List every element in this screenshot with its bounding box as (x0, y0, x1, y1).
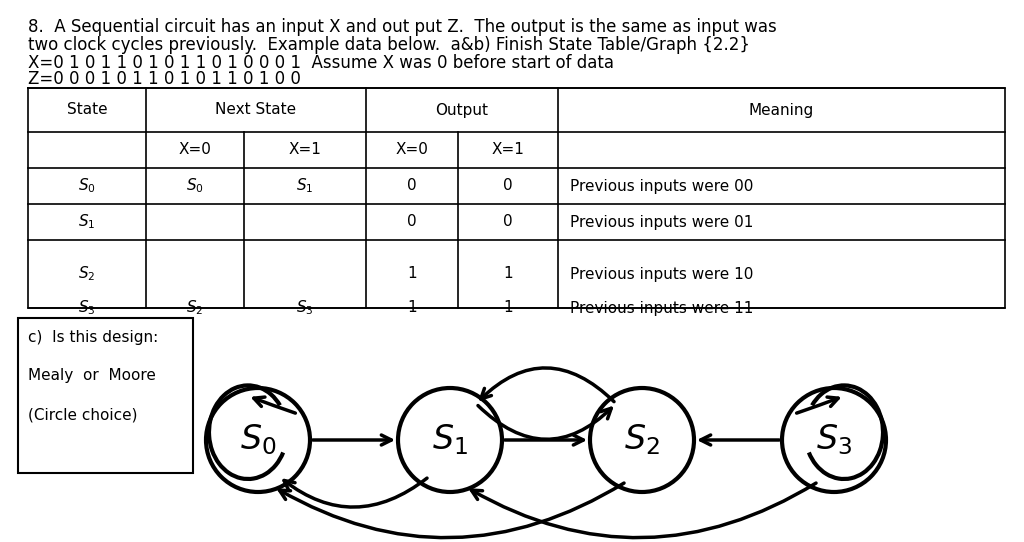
Text: $S_1$: $S_1$ (296, 177, 313, 195)
Text: X=0: X=0 (178, 143, 211, 158)
Text: 0: 0 (408, 215, 417, 229)
Text: $S_1$: $S_1$ (432, 423, 468, 457)
Text: (Circle choice): (Circle choice) (28, 408, 137, 423)
Text: $S_3$: $S_3$ (816, 423, 852, 457)
Text: Previous inputs were 11: Previous inputs were 11 (570, 300, 754, 315)
Text: 1: 1 (408, 300, 417, 315)
Text: X=1: X=1 (289, 143, 322, 158)
Text: $S_1$: $S_1$ (78, 212, 95, 231)
Text: Output: Output (435, 102, 488, 118)
Text: $S_3$: $S_3$ (296, 299, 313, 318)
Text: Next State: Next State (215, 102, 297, 118)
Text: 1: 1 (503, 267, 513, 281)
Text: Z=0 0 0 1 0 1 1 0 1 0 1 1 0 1 0 0: Z=0 0 0 1 0 1 1 0 1 0 1 1 0 1 0 0 (28, 70, 301, 88)
Text: X=0 1 0 1 1 0 1 0 1 1 0 1 0 0 0 1  Assume X was 0 before start of data: X=0 1 0 1 1 0 1 0 1 1 0 1 0 0 0 1 Assume… (28, 54, 614, 72)
Text: State: State (67, 102, 108, 118)
Text: $S_2$: $S_2$ (78, 264, 95, 283)
Text: 0: 0 (503, 178, 513, 193)
Text: $S_2$: $S_2$ (624, 423, 659, 457)
Text: X=1: X=1 (492, 143, 524, 158)
Text: Meaning: Meaning (749, 102, 814, 118)
Text: 0: 0 (408, 178, 417, 193)
Text: $S_0$: $S_0$ (240, 423, 276, 457)
Text: $S_2$: $S_2$ (186, 299, 204, 318)
Text: Previous inputs were 01: Previous inputs were 01 (570, 215, 754, 229)
Text: 1: 1 (408, 267, 417, 281)
FancyBboxPatch shape (18, 318, 193, 473)
Text: c)  Is this design:: c) Is this design: (28, 330, 159, 345)
Text: 1: 1 (503, 300, 513, 315)
Text: Mealy  or  Moore: Mealy or Moore (28, 368, 156, 383)
Text: two clock cycles previously.  Example data below.  a&b) Finish State Table/Graph: two clock cycles previously. Example dat… (28, 36, 750, 54)
Text: 8.  A Sequential circuit has an input X and out put Z.  The output is the same a: 8. A Sequential circuit has an input X a… (28, 18, 777, 36)
Text: Previous inputs were 10: Previous inputs were 10 (570, 267, 754, 281)
Text: 0: 0 (503, 215, 513, 229)
Text: $S_3$: $S_3$ (78, 299, 96, 318)
Text: X=0: X=0 (395, 143, 428, 158)
Text: Previous inputs were 00: Previous inputs were 00 (570, 178, 754, 193)
Text: $S_0$: $S_0$ (186, 177, 204, 195)
Text: $S_0$: $S_0$ (78, 177, 96, 195)
